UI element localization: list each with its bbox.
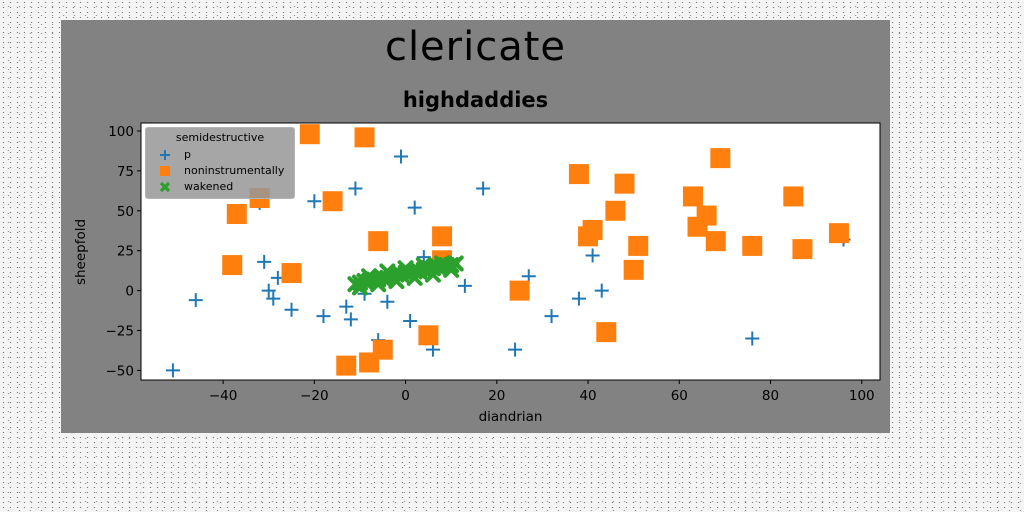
data-point-square (605, 200, 626, 221)
x-tick-label: 0 (401, 388, 410, 404)
series-wakened (347, 255, 464, 296)
data-point-x (397, 260, 414, 277)
x-tick-label: −20 (300, 388, 329, 404)
y-tick-label: 75 (117, 164, 134, 180)
data-point-square (828, 223, 849, 244)
data-point-square (368, 231, 389, 252)
data-point-square (705, 231, 726, 252)
chart-canvas: −40 −20 0 20 40 60 80 100 −50 −25 0 25 50 75 100 diand… (73, 122, 881, 425)
data-point-square (568, 164, 589, 185)
data-point-square (623, 259, 644, 280)
x-tick-label: 40 (579, 388, 596, 404)
data-point-square (432, 226, 453, 247)
data-point-plus (348, 181, 363, 196)
data-point-square (322, 191, 343, 212)
data-point-square (281, 263, 302, 284)
data-point-plus (284, 302, 299, 317)
chart-suptitle: clericate (384, 24, 567, 70)
data-point-plus (403, 313, 418, 328)
data-point-square (354, 127, 375, 148)
data-point-x (361, 268, 378, 285)
data-point-plus (508, 342, 523, 357)
y-tick-label: −50 (106, 363, 135, 379)
legend-label: p (184, 148, 191, 161)
data-point-plus (316, 309, 331, 324)
data-point-square (614, 173, 635, 194)
x-tick-label: 20 (488, 388, 505, 404)
square-marker-icon (160, 166, 170, 176)
data-point-plus (457, 278, 472, 293)
y-tick-label: 25 (117, 244, 134, 260)
y-tick-label: 100 (108, 124, 134, 140)
legend: semidestructive p noninstrumentally wake… (145, 127, 295, 199)
x-tick-label: 100 (849, 388, 875, 404)
data-point-plus (307, 194, 322, 209)
data-point-x (434, 255, 451, 272)
legend-label: noninstrumentally (184, 164, 285, 177)
plus-marker-icon (160, 150, 170, 160)
data-point-plus (585, 248, 600, 263)
x-marker-icon (159, 181, 171, 193)
x-tick-label: −40 (209, 388, 238, 404)
x-tick-label: 80 (762, 388, 779, 404)
data-point-x (379, 263, 396, 280)
x-tick-label: 60 (671, 388, 688, 404)
data-point-square (628, 235, 649, 256)
y-axis-label: sheepfold (73, 219, 89, 285)
data-point-square (582, 219, 603, 240)
data-point-plus (476, 181, 491, 196)
data-point-x (415, 257, 432, 274)
chart-title: highdaddies (402, 88, 549, 112)
legend-title: semidestructive (175, 131, 265, 144)
data-point-plus (380, 294, 395, 309)
data-point-plus (339, 299, 354, 314)
data-point-square (792, 239, 813, 260)
x-axis-label: diandrian (479, 409, 543, 425)
data-point-plus (257, 254, 272, 269)
y-tick-label: 0 (125, 284, 134, 300)
y-tick-label: −25 (106, 324, 135, 340)
data-point-square (783, 186, 804, 207)
data-point-plus (544, 309, 559, 324)
data-point-square (742, 235, 763, 256)
data-point-square (596, 322, 617, 343)
data-point-plus (594, 283, 609, 298)
legend-label: wakened (184, 180, 234, 193)
data-point-square (359, 352, 380, 373)
data-point-square (418, 325, 439, 346)
data-point-plus (261, 283, 276, 298)
data-point-plus (745, 331, 760, 346)
data-point-plus (188, 293, 203, 308)
data-point-square (682, 186, 703, 207)
data-point-square (299, 124, 320, 145)
data-point-plus (165, 363, 180, 378)
y-tick-label: 50 (117, 204, 134, 220)
figure: clericate highdaddies −40 −20 0 20 40 60 80 100… (61, 20, 890, 433)
data-point-square (226, 203, 247, 224)
data-point-plus (407, 200, 422, 215)
data-point-square (696, 205, 717, 226)
data-point-square (336, 355, 357, 376)
data-point-plus (394, 149, 409, 164)
data-point-square (509, 280, 530, 301)
data-point-square (710, 148, 731, 169)
data-point-square (222, 255, 243, 276)
data-point-plus (571, 291, 586, 306)
data-point-plus (266, 291, 281, 306)
data-point-plus (343, 312, 358, 327)
